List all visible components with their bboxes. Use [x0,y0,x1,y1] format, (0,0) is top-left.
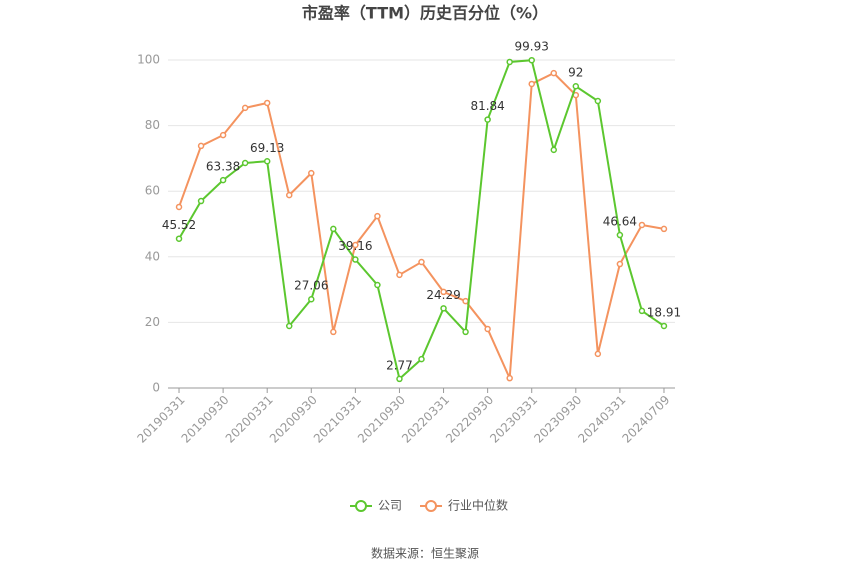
value-label: 81.84 [470,99,504,113]
y-tick-label: 40 [145,249,160,263]
value-label: 46.64 [603,215,637,229]
point [219,131,227,139]
y-tick-label: 80 [145,118,160,132]
point [550,146,558,154]
point [594,97,602,105]
point [484,325,491,333]
x-tick-label: 20240709 [619,393,672,446]
point [330,328,337,336]
point [660,322,668,330]
value-label: 69.13 [250,141,284,155]
point [285,322,293,330]
y-tick-label: 60 [145,184,160,198]
point [396,271,403,279]
point [572,82,580,90]
point [462,297,469,305]
legend-label: 公司 [378,499,402,513]
y-tick-label: 100 [137,53,160,67]
point [484,116,491,123]
point [197,142,205,150]
value-label: 45.52 [162,218,196,232]
series-line [178,59,665,381]
point [528,80,535,88]
point [219,176,227,184]
point [638,307,646,315]
point [616,260,624,268]
point [175,203,183,211]
value-label: 18.91 [647,305,681,319]
point [263,99,271,107]
point [462,328,469,336]
point [418,355,425,363]
value-label: 2.77 [386,358,413,372]
y-tick-label: 20 [145,315,160,329]
point [285,191,293,199]
point [528,56,535,64]
legend-marker [425,500,438,512]
y-tick-label: 0 [152,381,160,395]
point [506,58,513,66]
chart-title: 市盈率（TTM）历史百分位（%） [302,4,548,23]
point [263,158,271,165]
point [352,241,359,249]
point [308,295,315,303]
point [660,225,668,233]
source: 数据来源：恒生聚源 [371,546,479,561]
point [616,231,624,239]
point [241,104,249,112]
value-label: 99.93 [515,40,549,54]
point [308,169,315,177]
point [374,281,381,289]
point [241,159,249,167]
point [352,256,359,263]
point [330,225,337,233]
point [418,258,425,266]
point [506,374,513,382]
value-label: 39.16 [338,239,372,253]
legend-label: 行业中位数 [448,498,508,513]
series-line [178,71,665,379]
value-label: 63.38 [206,160,240,174]
point [197,197,205,205]
point [374,212,381,220]
point [440,305,447,312]
value-label: 92 [568,66,583,80]
point [638,221,646,229]
point [594,350,602,358]
point [440,288,447,296]
point [550,69,558,77]
value-label: 27.06 [294,279,328,293]
point [396,375,403,383]
point [175,235,183,242]
value-label: 24.29 [426,288,460,302]
legend-marker [355,500,367,512]
